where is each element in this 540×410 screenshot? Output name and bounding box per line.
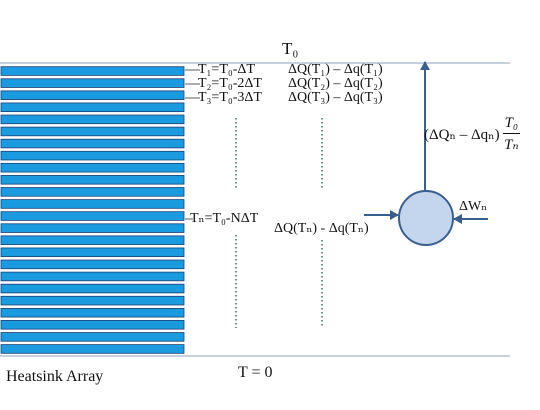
- heatsink-fin: [0, 344, 185, 354]
- heatsink-fin: [0, 102, 185, 113]
- level-2-temperature: T₂=T₀-2ΔT: [198, 76, 262, 91]
- level-3-heat-flow: ΔQ(T₃) – Δq(T₃): [288, 90, 383, 105]
- level-3-temperature: T₃=T₀-3ΔT: [198, 90, 262, 105]
- level-n-heat-flow: ΔQ(Tₙ) - Δq(Tₙ): [274, 221, 369, 236]
- level-2-heat-flow: ΔQ(T₂) – Δq(T₂): [288, 76, 383, 91]
- temperature-ratio: T₀ Tₙ: [502, 115, 521, 154]
- heatsink-fin: [0, 78, 185, 88]
- top-temperature-label: T₀: [282, 39, 299, 58]
- heatsink-fin: [0, 138, 185, 149]
- level-1-temperature: T₁=T₀-ΔT: [198, 62, 255, 77]
- heatsink-fin: [0, 90, 185, 100]
- ratio-numerator: T₀: [502, 115, 521, 134]
- heatsink-fin: [0, 283, 185, 294]
- heatsink-fin: [0, 211, 185, 221]
- heatsink-fin: [0, 271, 185, 282]
- heatsink-fin: [0, 114, 185, 125]
- level-n-temperature: Tₙ=T₀-NΔT: [190, 211, 259, 226]
- bottom-temperature-label: T = 0: [238, 364, 273, 381]
- heatsink-fin: [0, 126, 185, 137]
- heatsink-fin: [0, 259, 185, 270]
- heatsink-fin: [0, 66, 185, 76]
- heatsink-fin: [0, 187, 185, 197]
- heatsink-fin: [0, 199, 185, 209]
- heatsink-fin: [0, 223, 185, 233]
- heatsink-array-label: Heatsink Array: [6, 368, 104, 385]
- heatsink-array: [0, 66, 185, 354]
- work-input-label: ΔWₙ: [459, 199, 488, 214]
- level-1-heat-flow: ΔQ(T₁) – Δq(T₁): [288, 62, 383, 77]
- heat-engine-circle: [398, 190, 454, 246]
- heatsink-fin: [0, 332, 185, 342]
- heatsink-fin: [0, 247, 185, 258]
- engine-output-expression: (ΔQₙ – Δqₙ) T₀ Tₙ: [424, 115, 521, 154]
- heatsink-fin: [0, 295, 185, 306]
- heatsink-fin: [0, 162, 185, 173]
- heatsink-fin: [0, 307, 185, 318]
- heatsink-fin: [0, 150, 185, 161]
- heatsink-fin: [0, 320, 185, 330]
- heatsink-fin: [0, 175, 185, 185]
- engine-output-difference: (ΔQₙ – Δqₙ): [424, 127, 500, 143]
- ratio-denominator: Tₙ: [504, 137, 519, 153]
- heatsink-fin: [0, 235, 185, 245]
